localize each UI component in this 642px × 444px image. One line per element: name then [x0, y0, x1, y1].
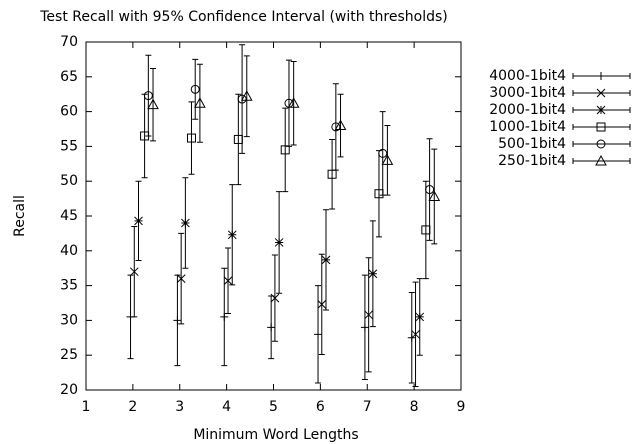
- marker: [321, 255, 331, 265]
- y-tick-label: 55: [60, 138, 78, 154]
- legend-label: 3000-1bit4: [489, 85, 566, 101]
- marker: [173, 316, 182, 325]
- marker: [314, 330, 323, 339]
- y-tick-label: 25: [60, 347, 78, 363]
- marker: [280, 145, 290, 155]
- marker: [186, 133, 196, 143]
- marker: [194, 97, 206, 108]
- legend-label: 2000-1bit4: [489, 102, 566, 118]
- marker: [378, 148, 388, 158]
- error-bar: [150, 67, 157, 142]
- error-bar: [285, 59, 292, 147]
- legend-marker: [595, 154, 607, 166]
- marker: [415, 312, 425, 322]
- legend-marker: [596, 139, 606, 149]
- marker: [176, 274, 186, 283]
- marker: [274, 238, 284, 247]
- legend-sample: [572, 124, 631, 130]
- legend-sample: [572, 158, 631, 164]
- error-bar: [290, 60, 297, 146]
- chart-title: Test Recall with 95% Confidence Interval…: [39, 9, 448, 25]
- x-tick-label: 4: [222, 399, 231, 415]
- marker: [381, 154, 394, 165]
- legend-marker: [597, 72, 605, 80]
- x-axis-label: Minimum Word Lengths: [193, 427, 358, 443]
- error-bar: [196, 63, 203, 143]
- error-bar: [384, 125, 391, 196]
- marker: [287, 97, 300, 108]
- marker: [334, 119, 347, 131]
- plot-area: [126, 44, 441, 388]
- marker: [428, 190, 441, 202]
- y-tick-label: 70: [60, 34, 78, 50]
- x-tick-label: 2: [128, 399, 137, 415]
- error-bar: [145, 54, 152, 137]
- x-tick-label: 9: [457, 399, 466, 415]
- marker: [147, 98, 159, 110]
- marker: [227, 230, 237, 240]
- marker: [220, 312, 229, 321]
- error-bar: [282, 107, 289, 193]
- error-bar: [375, 150, 382, 238]
- legend-marker: [596, 105, 606, 115]
- y-tick-label: 30: [60, 312, 78, 328]
- marker: [364, 310, 374, 320]
- marker: [331, 122, 341, 132]
- error-bar: [192, 58, 199, 120]
- marker: [267, 323, 276, 332]
- marker: [411, 329, 420, 339]
- marker: [368, 269, 378, 279]
- error-bar: [332, 83, 339, 171]
- legend-label: 250-1bit4: [498, 153, 566, 169]
- marker: [129, 267, 139, 277]
- error-bar: [422, 180, 429, 280]
- y-tick-label: 50: [60, 173, 78, 189]
- legend-label: 1000-1bit4: [489, 119, 566, 135]
- x-tick-label: 3: [175, 399, 184, 415]
- marker: [181, 218, 190, 228]
- y-tick-label: 60: [60, 104, 78, 120]
- error-bar: [188, 101, 195, 175]
- y-tick-label: 40: [60, 243, 78, 259]
- marker: [327, 169, 337, 179]
- legend-sample: [572, 141, 631, 147]
- x-tick-label: 7: [363, 399, 372, 415]
- error-bar: [329, 138, 336, 210]
- marker: [223, 276, 233, 286]
- x-tick-label: 5: [269, 399, 278, 415]
- legend-label: 500-1bit4: [498, 136, 566, 152]
- error-bar: [235, 93, 242, 186]
- x-tick-label: 1: [82, 399, 91, 415]
- legend-marker: [596, 88, 606, 98]
- y-tick-label: 35: [60, 278, 78, 294]
- marker: [143, 91, 153, 101]
- marker: [317, 300, 327, 309]
- marker: [425, 185, 435, 195]
- legend-marker: [596, 122, 606, 132]
- marker: [360, 323, 369, 332]
- x-tick-label: 8: [410, 399, 419, 415]
- y-tick-label: 20: [60, 382, 78, 398]
- marker: [270, 293, 280, 303]
- y-tick-label: 45: [60, 208, 78, 224]
- marker: [190, 84, 200, 94]
- error-bar: [379, 111, 386, 196]
- error-bar: [243, 55, 250, 138]
- marker: [237, 94, 247, 104]
- y-axis-label: Recall: [12, 195, 28, 237]
- marker: [134, 216, 143, 226]
- y-tick-label: 65: [60, 69, 78, 85]
- x-tick-label: 6: [316, 399, 325, 415]
- error-bar: [337, 93, 344, 158]
- error-bar: [426, 138, 433, 241]
- error-bar: [431, 148, 438, 245]
- marker: [240, 90, 253, 101]
- legend-label: 4000-1bit4: [489, 68, 566, 84]
